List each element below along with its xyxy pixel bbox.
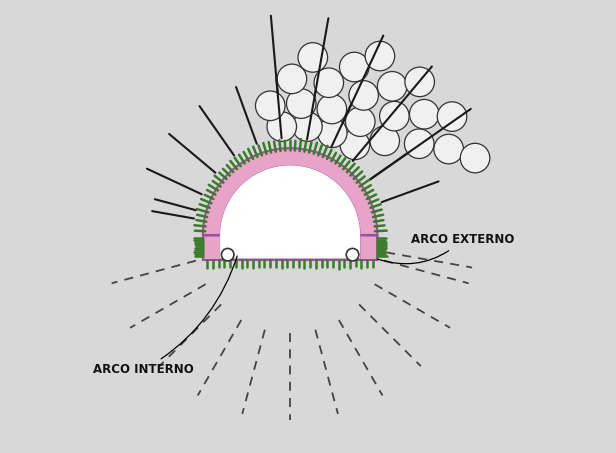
Circle shape: [317, 94, 347, 124]
Circle shape: [405, 129, 434, 159]
Polygon shape: [203, 148, 378, 260]
Circle shape: [379, 101, 409, 131]
Circle shape: [340, 130, 370, 159]
Circle shape: [339, 52, 369, 82]
Circle shape: [410, 100, 439, 129]
Circle shape: [460, 143, 490, 173]
Circle shape: [221, 248, 234, 261]
Polygon shape: [221, 166, 360, 258]
Circle shape: [293, 112, 322, 141]
Circle shape: [314, 68, 344, 97]
Text: ARCO EXTERNO: ARCO EXTERNO: [377, 233, 514, 264]
Circle shape: [370, 126, 400, 155]
Text: ARCO INTERNO: ARCO INTERNO: [93, 256, 237, 376]
Circle shape: [256, 91, 285, 120]
Circle shape: [365, 41, 395, 71]
Circle shape: [346, 248, 359, 261]
Circle shape: [298, 43, 328, 72]
Circle shape: [405, 67, 434, 96]
Circle shape: [349, 81, 378, 110]
Circle shape: [317, 118, 347, 148]
Circle shape: [286, 89, 316, 118]
Circle shape: [267, 112, 296, 141]
Circle shape: [346, 107, 375, 136]
Circle shape: [434, 134, 463, 164]
Circle shape: [378, 72, 407, 101]
Circle shape: [277, 64, 307, 94]
Circle shape: [437, 102, 467, 131]
